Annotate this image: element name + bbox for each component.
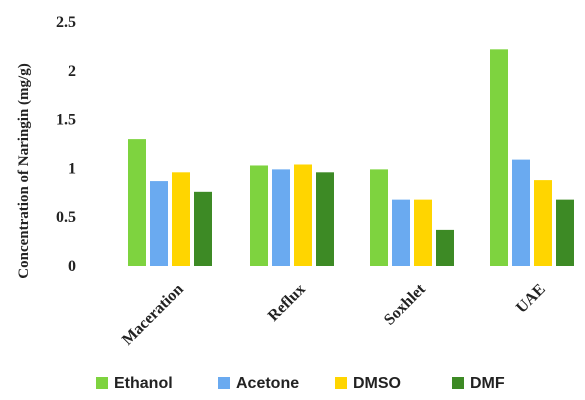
legend-swatch-ethanol: [96, 377, 108, 389]
y-tick-label: 1.5: [56, 112, 76, 129]
legend-label-dmf: DMF: [470, 375, 505, 392]
y-tick-label: 0: [68, 258, 76, 275]
legend-label-dmso: DMSO: [353, 375, 401, 392]
bar-dmso-uae: [534, 180, 552, 266]
legend-swatch-dmso: [335, 377, 347, 389]
bar-acetone-maceration: [150, 181, 168, 266]
legend-label-acetone: Acetone: [236, 375, 299, 392]
bar-ethanol-reflux: [250, 165, 268, 266]
x-category-label: Soxhlet: [381, 280, 429, 328]
bar-dmf-maceration: [194, 191, 212, 266]
legend-label-ethanol: Ethanol: [114, 375, 173, 392]
bar-dmso-reflux: [294, 164, 312, 266]
bar-dmf-uae: [556, 199, 574, 266]
y-tick-label: 0.5: [56, 209, 76, 226]
bar-ethanol-maceration: [128, 139, 146, 266]
y-tick-label: 1: [68, 160, 76, 177]
x-category-label: Maceration: [119, 281, 187, 349]
bar-ethanol-uae: [490, 49, 508, 266]
bar-dmso-maceration: [172, 172, 190, 266]
y-axis-title: Concentration of Naringin (mg/g): [16, 63, 32, 278]
bar-ethanol-soxhlet: [370, 169, 388, 266]
y-tick-label: 2.5: [56, 14, 76, 31]
bar-dmf-soxhlet: [436, 229, 454, 266]
y-tick-label: 2: [68, 63, 76, 80]
bar-dmso-soxhlet: [414, 199, 432, 266]
bar-acetone-soxhlet: [392, 199, 410, 266]
bars: [128, 49, 574, 266]
legend-swatch-acetone: [218, 377, 230, 389]
y-axis-ticks: 0 0.5 1 1.5 2 2.5: [56, 14, 76, 275]
legend: Ethanol Acetone DMSO DMF: [96, 375, 505, 392]
x-category-label: Reflux: [265, 281, 309, 325]
bar-acetone-reflux: [272, 169, 290, 266]
x-category-label: UAE: [513, 281, 549, 317]
bar-dmf-reflux: [316, 172, 334, 266]
legend-swatch-dmf: [452, 377, 464, 389]
bar-acetone-uae: [512, 159, 530, 266]
x-axis-category-labels: Maceration Reflux Soxhlet UAE: [119, 280, 549, 348]
